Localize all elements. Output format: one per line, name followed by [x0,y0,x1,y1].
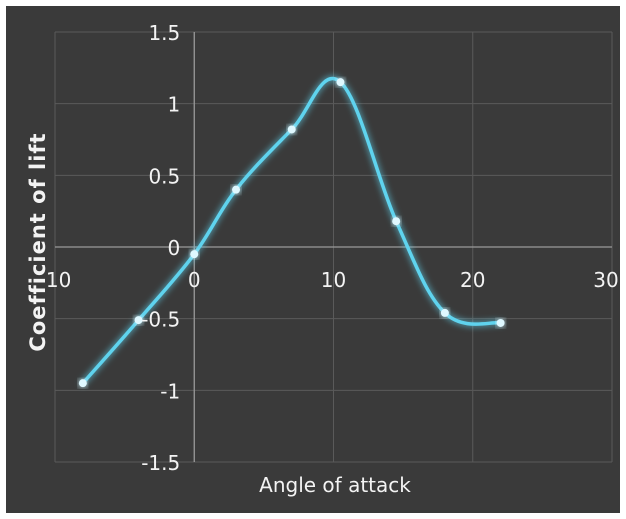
x-tick-label: -10 [39,268,72,292]
axes [55,32,612,462]
data-point [440,308,449,317]
y-tick-label: 0.5 [148,164,180,188]
data-point [190,250,199,259]
x-axis-title: Angle of attack [259,473,411,497]
data-point [496,318,505,327]
data-point [287,125,296,134]
data-point [232,185,241,194]
series-line [81,77,503,385]
y-tick-label: -0.5 [141,308,180,332]
x-tick-label: 10 [321,268,346,292]
data-point [392,217,401,226]
data-point [336,78,345,87]
y-tick-label: 0 [168,236,181,260]
y-tick-label: -1 [160,379,180,403]
y-axis-title: Coefficient of lift [26,132,50,351]
series-group [78,77,505,388]
x-tick-label: 0 [188,268,201,292]
x-tick-label: 30 [593,268,618,292]
y-tick-label: -1.5 [141,451,180,475]
y-tick-label: 1 [168,93,181,117]
chart-background [6,6,620,513]
x-tick-label: 20 [460,268,485,292]
tick-labels: -10 0 10 20 30 -1.5 -1 -0.5 0 0.5 1 1.5 [39,21,619,475]
data-point [134,316,143,325]
y-tick-label: 1.5 [148,21,180,45]
data-point [78,379,87,388]
